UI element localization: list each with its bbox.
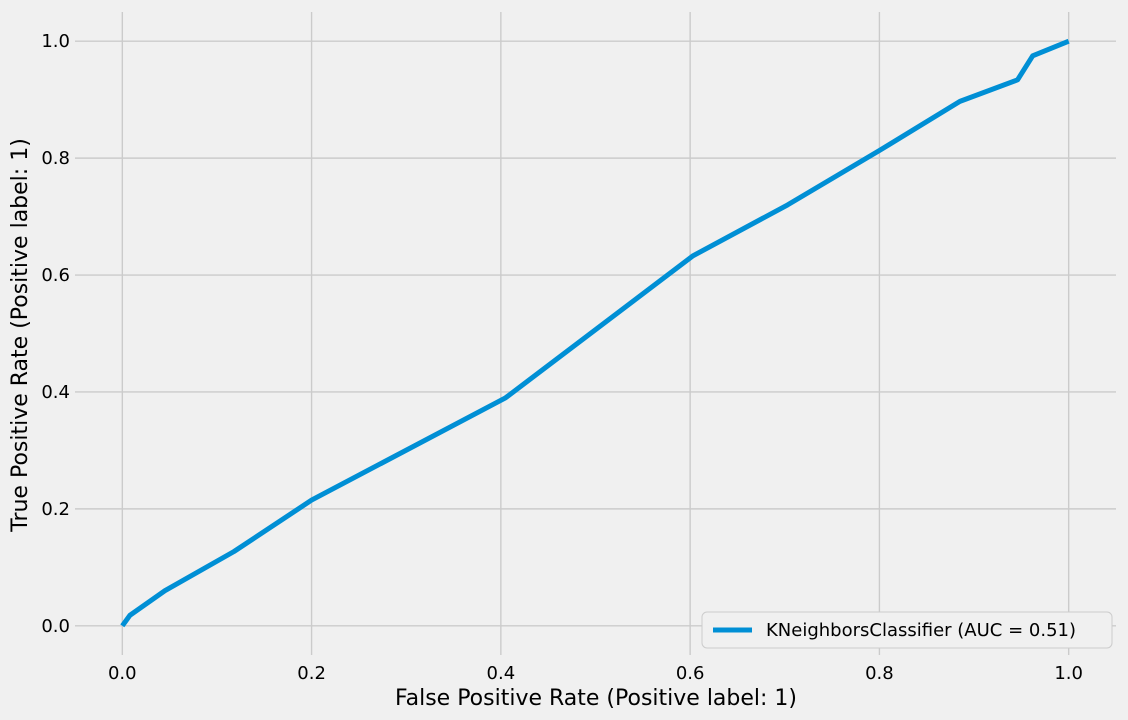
y-tick-label: 1.0: [41, 31, 70, 52]
legend-label: KNeighborsClassifier (AUC = 0.51): [766, 620, 1076, 641]
roc-curve-line: [120, 38, 1070, 628]
legend-box: [701, 611, 1113, 649]
x-tick-label: 0.8: [865, 663, 894, 684]
x-tick-label: 1.0: [1054, 663, 1083, 684]
legend: KNeighborsClassifier (AUC = 0.51): [701, 611, 1113, 649]
x-tick-label: 0.2: [297, 663, 326, 684]
y-tick-label: 0.6: [41, 265, 70, 286]
series-layer: [120, 38, 1070, 628]
y-tick-label: 0.2: [41, 499, 70, 520]
x-tick-label: 0.4: [487, 663, 516, 684]
y-tick-label: 0.8: [41, 148, 70, 169]
y-tick-label: 0.0: [41, 616, 70, 637]
y-tick-label: 0.4: [41, 382, 70, 403]
x-tick-label: 0.0: [108, 663, 137, 684]
y-axis-label: True Positive Rate (Positive label: 1): [8, 138, 33, 533]
tick-labels: 0.0 0.2 0.4 0.6 0.8 1.0 0.0 0.2 0.4 0.6 0.8 1.0: [41, 31, 1083, 684]
x-axis-label: False Positive Rate (Positive label: 1): [395, 686, 797, 711]
x-tick-label: 0.6: [676, 663, 705, 684]
